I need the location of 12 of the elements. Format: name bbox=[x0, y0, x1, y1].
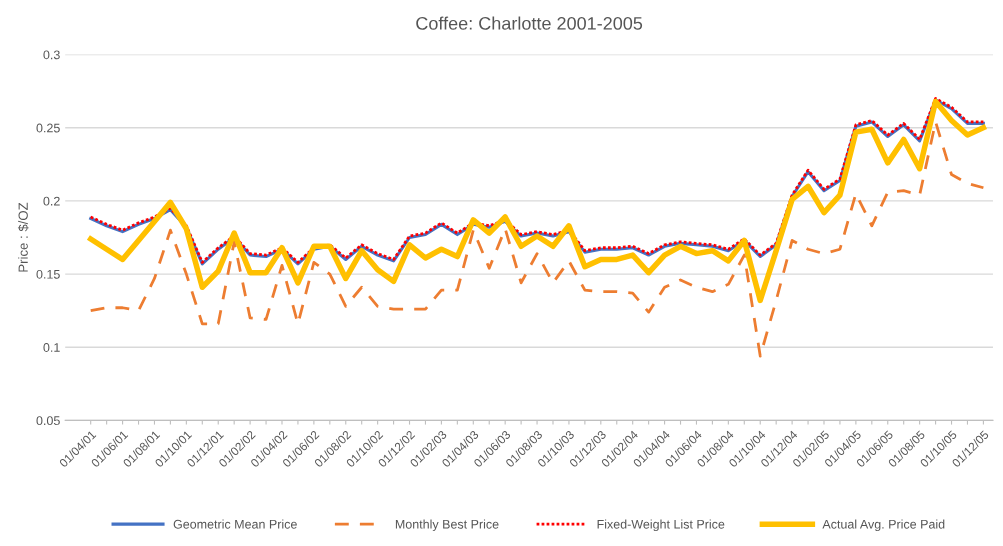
legend-label: Fixed-Weight List Price bbox=[597, 519, 725, 532]
y-tick-label: 0.25 bbox=[36, 123, 60, 133]
legend-label: Actual Avg. Price Paid bbox=[822, 519, 945, 532]
legend-label: Geometric Mean Price bbox=[173, 519, 297, 529]
y-tick-label: 0.15 bbox=[36, 269, 60, 279]
y-tick-label: 0.1 bbox=[43, 343, 60, 352]
y-tick-label: 0.05 bbox=[36, 416, 60, 426]
y-tick-label: 0.3 bbox=[43, 50, 60, 60]
y-tick-label: 0.2 bbox=[43, 196, 60, 206]
y-axis-title: Price : $/OZ bbox=[17, 202, 29, 272]
legend-label: Monthly Best Price bbox=[395, 519, 499, 532]
chart-title: Coffee: Charlotte 2001-2005 bbox=[416, 16, 643, 30]
